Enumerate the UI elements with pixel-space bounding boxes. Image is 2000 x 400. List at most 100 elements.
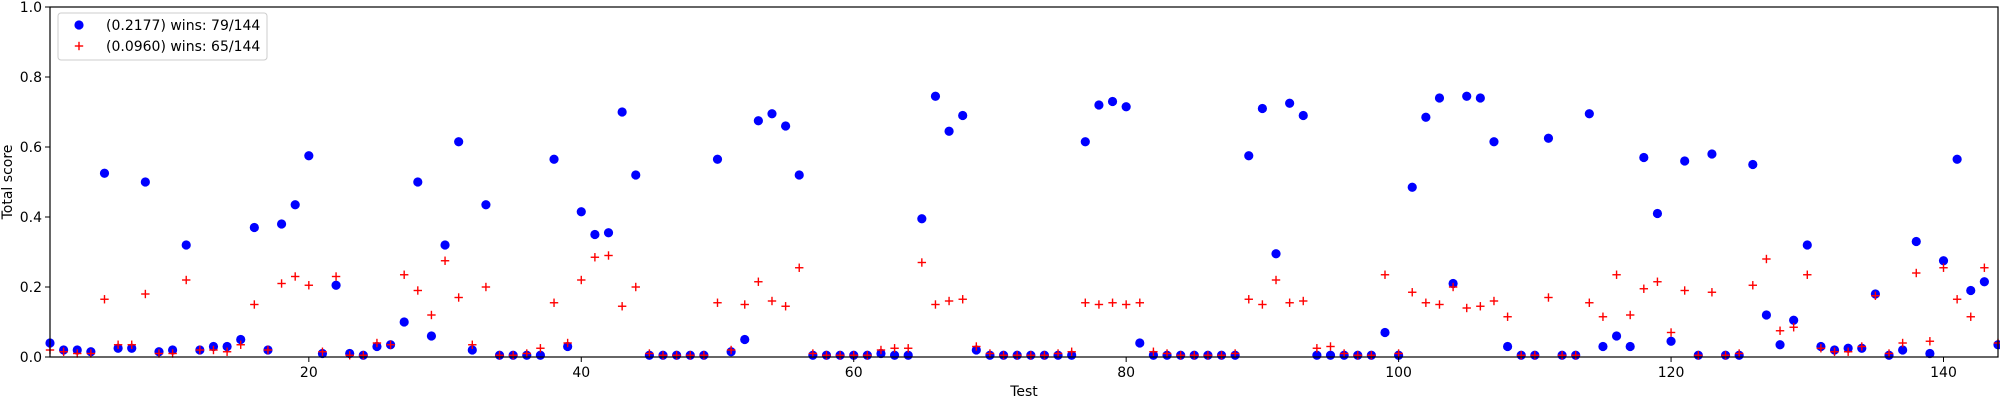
data-point [1094, 100, 1104, 110]
data-point [686, 351, 695, 360]
data-point [181, 240, 191, 250]
data-point [1557, 351, 1567, 360]
data-point [1421, 112, 1431, 122]
data-point [1666, 328, 1676, 337]
data-point [808, 349, 818, 358]
data-point [1707, 149, 1717, 159]
data-point [1489, 137, 1499, 147]
data-point [1884, 349, 1894, 358]
data-point [263, 345, 273, 355]
data-point [1408, 288, 1417, 297]
data-point [1611, 331, 1622, 341]
data-point [536, 344, 545, 353]
data-point [740, 334, 750, 345]
x-axis: 20 40 60 80 100 120 140 [300, 357, 1957, 381]
data-point [890, 344, 899, 353]
plot-area [50, 7, 1998, 357]
data-point [549, 154, 559, 164]
data-point [1653, 277, 1662, 286]
x-tick-label: 100 [1385, 365, 1412, 381]
data-point [73, 349, 82, 358]
data-point [522, 349, 531, 358]
data-point [426, 331, 437, 341]
x-axis-label: Test [1009, 384, 1038, 400]
data-point [276, 219, 287, 229]
data-point [753, 116, 763, 126]
data-point [141, 289, 150, 299]
data-point [1476, 302, 1485, 311]
data-point [1625, 341, 1635, 352]
data-point [795, 263, 804, 272]
data-point [1394, 349, 1403, 358]
data-point [1502, 341, 1513, 352]
data-point [1871, 291, 1880, 300]
data-point [1258, 300, 1267, 309]
legend-entry-2: (0.0960) wins: 65/144 [106, 39, 260, 55]
data-point [590, 253, 600, 262]
data-point [1666, 336, 1676, 346]
data-point [794, 170, 804, 180]
data-point [1980, 263, 1989, 272]
data-point [917, 214, 927, 224]
legend-entry-1: (0.2177) wins: 79/144 [106, 18, 260, 34]
data-point [481, 282, 491, 292]
data-point [822, 351, 831, 360]
data-point [1244, 151, 1254, 161]
data-point [617, 107, 627, 117]
data-point [1775, 326, 1785, 335]
data-point [658, 351, 668, 360]
data-point [1081, 298, 1090, 307]
data-point [250, 300, 259, 309]
data-point [1762, 254, 1771, 264]
data-point [1298, 110, 1308, 121]
data-point [249, 222, 259, 233]
data-point [1925, 337, 1935, 346]
data-point [972, 342, 981, 351]
data-point [1543, 133, 1554, 143]
data-point [1489, 296, 1499, 306]
data-point [1843, 347, 1853, 356]
data-point [413, 177, 423, 187]
data-point [1898, 338, 1907, 348]
data-point [863, 351, 872, 360]
data-point [236, 334, 246, 345]
data-point [1952, 295, 1962, 304]
data-point [645, 349, 654, 358]
data-point [331, 272, 341, 281]
series-2 [45, 251, 2000, 360]
data-point [1367, 351, 1376, 360]
data-point [835, 351, 845, 360]
data-point [577, 275, 586, 285]
data-point [413, 286, 423, 295]
data-point [99, 168, 110, 178]
data-point [1326, 342, 1335, 351]
data-point [944, 296, 954, 306]
data-point [1966, 285, 1976, 296]
data-point [1598, 312, 1608, 321]
data-point [195, 345, 205, 355]
data-point [113, 340, 123, 349]
data-point [1925, 348, 1935, 359]
data-point [1271, 275, 1281, 285]
data-point [1176, 351, 1185, 360]
data-point [1857, 342, 1866, 351]
data-point [603, 228, 614, 238]
data-point [985, 349, 995, 358]
data-point [1775, 340, 1785, 350]
data-point [1652, 208, 1663, 219]
data-point [1585, 298, 1594, 307]
data-point [1517, 351, 1526, 360]
data-point [1748, 281, 1757, 290]
data-point [331, 280, 341, 290]
data-point [781, 121, 791, 131]
data-point [576, 207, 586, 217]
data-point [1979, 277, 1989, 287]
data-point [740, 300, 749, 309]
data-point [236, 340, 245, 349]
data-point [182, 275, 191, 285]
data-point [1952, 154, 1962, 164]
data-point [917, 258, 927, 267]
data-point [1789, 315, 1799, 325]
data-point [590, 229, 600, 240]
